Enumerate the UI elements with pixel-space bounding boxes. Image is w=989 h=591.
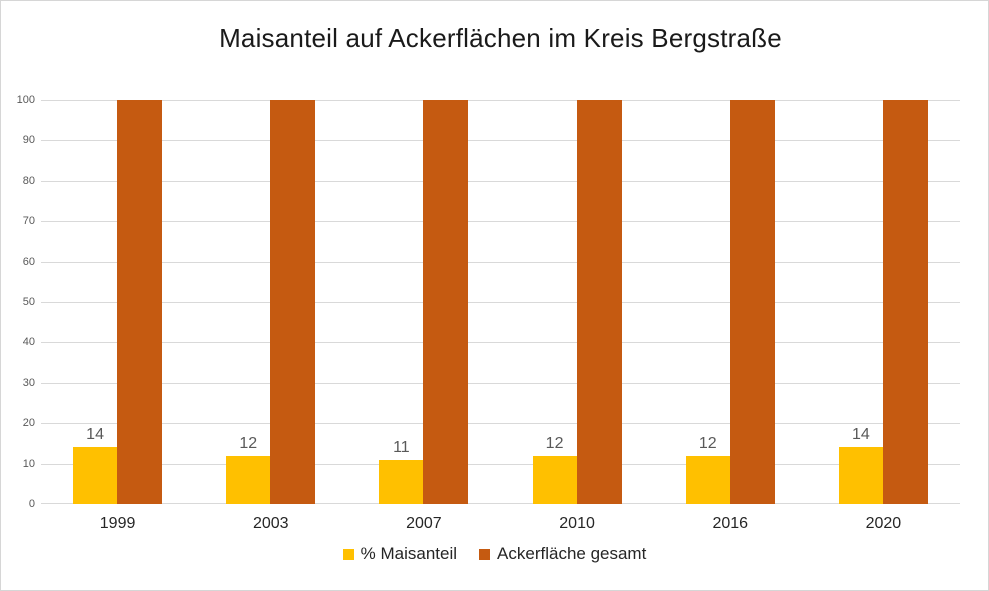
gridline (41, 221, 960, 223)
x-axis-label: 2007 (406, 515, 442, 532)
bar-maisanteil (379, 459, 424, 504)
y-tick-label: 20 (22, 417, 35, 430)
bar-maisanteil (838, 447, 883, 504)
x-axis-label: 1999 (99, 515, 136, 532)
ackerflaeche-swatch-icon (479, 548, 491, 560)
x-axis-label: 2010 (559, 515, 595, 532)
gridline (41, 423, 960, 425)
bar-data-label: 11 (393, 438, 410, 456)
legend-label-maisanteil: % Maisanteil (360, 544, 458, 563)
gridline (41, 180, 960, 182)
y-tick-label: 90 (22, 134, 35, 147)
y-tick-label: 10 (22, 457, 35, 470)
bar-maisanteil (532, 455, 577, 504)
bar-maisanteil (685, 455, 730, 504)
y-tick-label: 100 (16, 94, 35, 106)
gridline (41, 261, 960, 263)
bar-ackerflaeche (270, 100, 316, 504)
y-tick-label: 60 (22, 255, 35, 268)
plot-area: 0 10 20 30 40 50 60 70 80 90 100 14 1999 12 2003 11 2007… (17, 94, 960, 532)
gridline (41, 100, 960, 101)
y-tick-label: 30 (22, 376, 35, 389)
gridline (41, 503, 960, 504)
gridline (41, 342, 960, 344)
gridline (41, 302, 960, 303)
bar-maisanteil (73, 447, 118, 504)
legend-item-maisanteil: % Maisanteil (342, 544, 458, 564)
y-tick-label: 0 (28, 498, 35, 510)
bar-data-label: 12 (239, 434, 258, 452)
bar-ackerflaeche (729, 100, 775, 504)
bar-ackerflaeche (117, 100, 163, 504)
legend: % Maisanteil Ackerfläche gesamt (1, 544, 988, 564)
x-axis-label: 2003 (252, 515, 289, 532)
bar-data-label: 12 (698, 434, 717, 452)
gridline (41, 382, 960, 384)
bar-ackerflaeche (882, 100, 928, 504)
maisanteil-swatch-icon (342, 548, 354, 560)
legend-label-ackerflaeche: Ackerfläche gesamt (497, 544, 647, 563)
bar-ackerflaeche (576, 100, 622, 504)
bar-ackerflaeche (423, 100, 469, 504)
y-tick-label: 80 (22, 174, 35, 187)
gridline (41, 463, 960, 465)
y-tick-label: 50 (22, 296, 35, 308)
legend-item-ackerflaeche: Ackerfläche gesamt (479, 544, 646, 564)
bar-data-label: 14 (852, 426, 870, 444)
x-axis-label: 2016 (712, 515, 749, 532)
chart-title: Maisanteil auf Ackerflächen im Kreis Ber… (219, 23, 782, 53)
bar-data-label: 12 (545, 434, 564, 452)
x-axis-label: 2020 (865, 515, 902, 532)
bar-maisanteil (226, 455, 271, 504)
y-tick-label: 40 (22, 336, 35, 349)
bar-data-label: 14 (86, 426, 104, 444)
y-tick-label: 70 (22, 215, 35, 228)
gridline (41, 140, 960, 142)
